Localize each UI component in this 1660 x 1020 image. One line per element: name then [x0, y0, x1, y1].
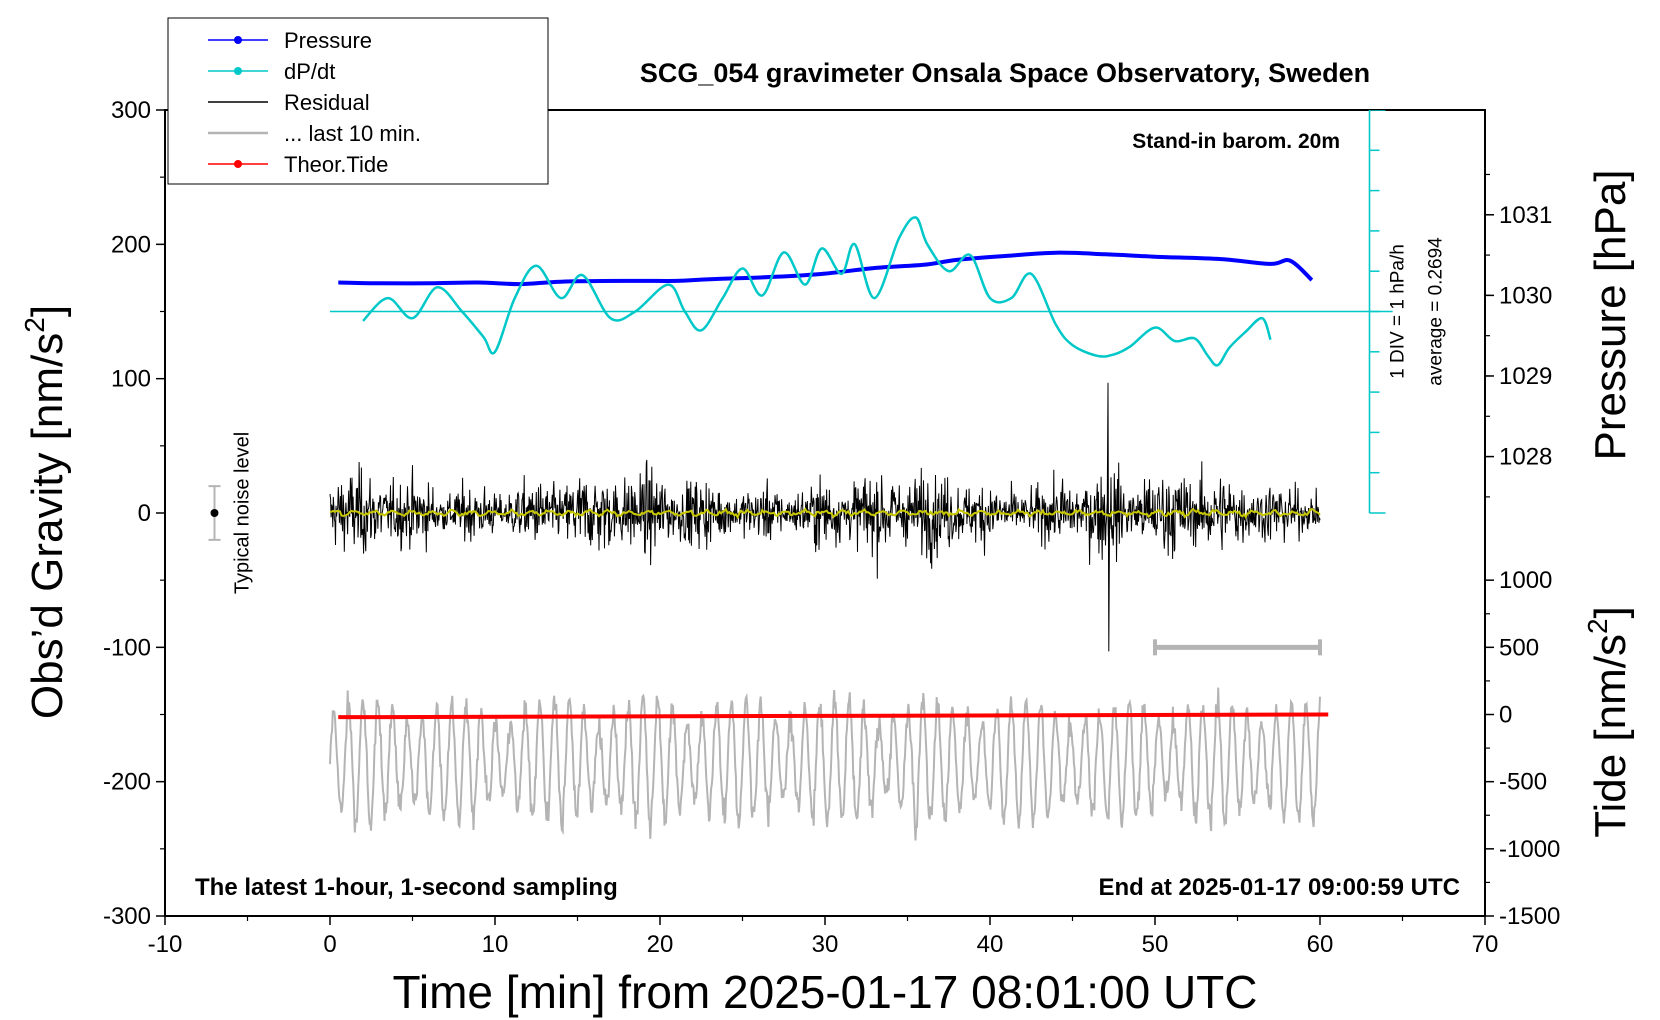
legend-label: Residual	[284, 90, 370, 115]
y-tick-label: -200	[103, 769, 151, 796]
x-tick-label: 30	[812, 931, 839, 958]
x-tick-label: 50	[1142, 931, 1169, 958]
y-tick-label: 100	[111, 366, 151, 393]
end-time-label: End at 2025-01-17 09:00:59 UTC	[1099, 874, 1461, 901]
y-axis-label-left-main: Obs’d Gravity [nm/s	[23, 333, 72, 719]
pressure-series	[338, 250, 1314, 287]
residual-series	[329, 382, 1321, 652]
y-tick-label: 0	[138, 500, 151, 527]
tide-tick-label: -1000	[1499, 836, 1560, 863]
sampling-label: The latest 1-hour, 1-second sampling	[195, 874, 618, 901]
dpdt-series	[362, 216, 1272, 367]
tide-axis-label-close: ]	[1586, 606, 1635, 618]
last-10-min-series	[329, 687, 1321, 841]
residual-smoothed-series	[329, 507, 1321, 520]
tide-axis-label-sup: 2	[1582, 618, 1613, 634]
tide-tick-label: 1000	[1499, 567, 1552, 594]
legend-box	[167, 17, 549, 185]
pressure-axis-label: Pressure [hPa]	[1586, 169, 1635, 460]
noise-bar-dot	[210, 509, 219, 517]
tide-axis-label-main: Tide [nm/s	[1586, 634, 1635, 838]
pressure-tick-label: 1031	[1499, 202, 1552, 229]
y-axis-label-left: Obs’d Gravity [nm/s2]	[19, 305, 72, 719]
pressure-axis: 1028 1029 1030 1031	[1485, 173, 1552, 498]
div-label: 1 DIV = 1 hPa/h	[1388, 244, 1409, 379]
legend-label: ... last 10 min.	[284, 121, 421, 146]
noise-level-label: Typical noise level	[232, 432, 254, 594]
x-tick-label: 70	[1472, 931, 1499, 958]
average-label: average = 0.2694	[1426, 237, 1447, 386]
y-tick-label: -300	[103, 903, 151, 930]
y-axis-label-left-sup: 2	[19, 317, 50, 333]
x-axis: -10 0 10 20 30 40 50 60 70	[148, 916, 1499, 958]
pressure-tick-label: 1029	[1499, 363, 1552, 390]
x-tick-label: 40	[977, 931, 1004, 958]
legend-swatch-dot	[234, 67, 242, 75]
tide-axis: -1500 -1000 -500 0 500 1000	[1485, 567, 1560, 930]
dpdt-div-axis	[1368, 110, 1386, 514]
theor-tide-series	[338, 712, 1329, 720]
tide-tick-label: -1500	[1499, 903, 1560, 930]
y-tick-label: 200	[111, 231, 151, 258]
tide-axis-label: Tide [nm/s2]	[1582, 606, 1635, 838]
x-axis-label: Time [min] from 2025-01-17 08:01:00 UTC	[393, 966, 1258, 1018]
legend-swatch-dot	[234, 36, 242, 44]
x-tick-label: 10	[482, 931, 509, 958]
left-y-axis: -300 -200 -100 0 100 200 300	[103, 97, 165, 930]
stand-in-barom-label: Stand-in barom. 20m	[1132, 130, 1340, 153]
tide-tick-label: -500	[1499, 769, 1547, 796]
y-axis-label-left-close: ]	[23, 305, 72, 317]
x-tick-label: 60	[1307, 931, 1334, 958]
y-tick-label: -100	[103, 634, 151, 661]
legend-label: Pressure	[284, 28, 372, 53]
pressure-tick-label: 1030	[1499, 282, 1552, 309]
last-10-min-range-bar	[1153, 639, 1322, 656]
x-tick-label: 20	[647, 931, 674, 958]
legend-label: dP/dt	[284, 59, 335, 84]
pressure-tick-label: 1028	[1499, 444, 1552, 471]
x-tick-label: -10	[148, 931, 183, 958]
y-tick-label: 300	[111, 97, 151, 124]
legend-swatch-dot	[234, 160, 242, 168]
tide-tick-label: 0	[1499, 702, 1512, 729]
typical-noise-bar	[208, 485, 221, 541]
tide-tick-label: 500	[1499, 634, 1539, 661]
legend: Pressure dP/dt Residual ... last 10 min. The…	[167, 17, 549, 185]
chart-title: SCG_054 gravimeter Onsala Space Observat…	[640, 58, 1370, 88]
legend-label: Theor.Tide	[284, 152, 388, 177]
x-tick-label: 0	[323, 931, 336, 958]
